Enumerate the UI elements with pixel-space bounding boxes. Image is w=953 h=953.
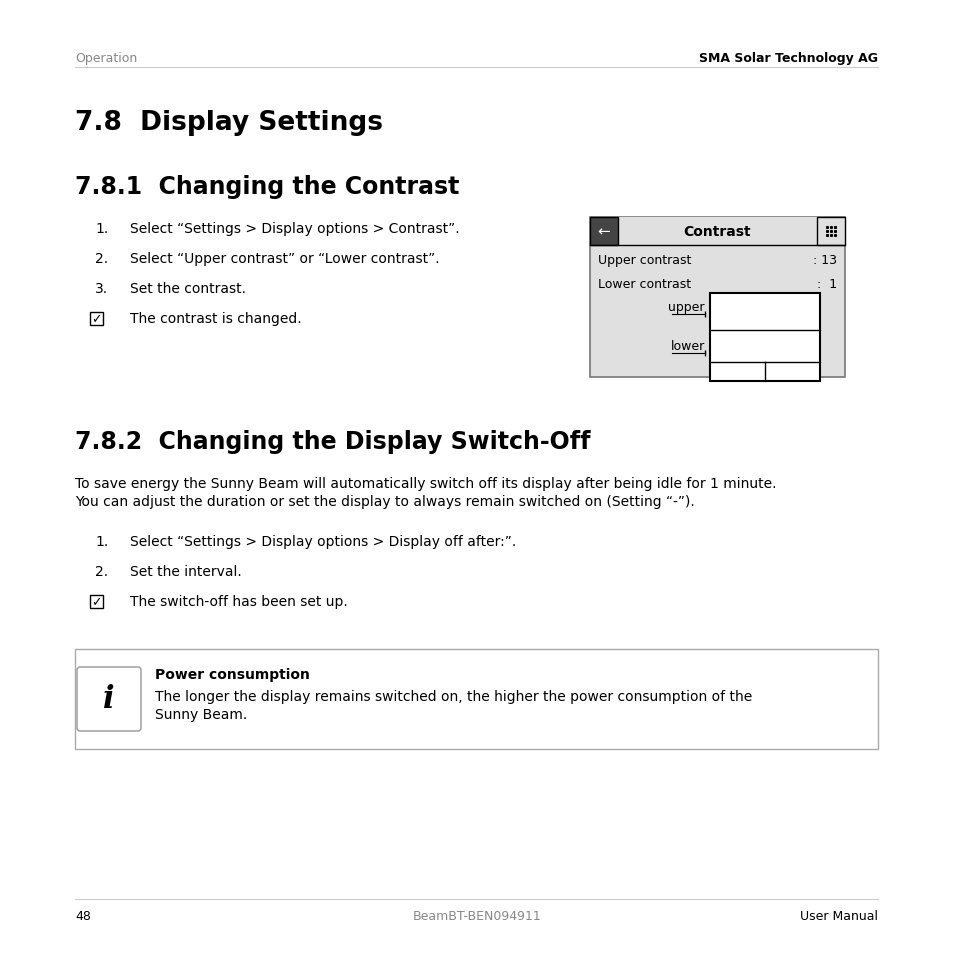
Text: 1.: 1. — [95, 535, 108, 548]
Bar — [589, 218, 844, 246]
Text: :  1: : 1 — [816, 277, 836, 291]
Text: Power consumption: Power consumption — [154, 667, 310, 681]
Bar — [75, 649, 877, 749]
Bar — [709, 294, 820, 381]
FancyBboxPatch shape — [77, 667, 141, 731]
Text: ←: ← — [597, 224, 610, 239]
Text: The contrast is changed.: The contrast is changed. — [130, 312, 301, 326]
Text: Select “Upper contrast” or “Lower contrast”.: Select “Upper contrast” or “Lower contra… — [130, 252, 439, 266]
Bar — [816, 218, 844, 246]
Text: ✓: ✓ — [91, 313, 102, 326]
Text: Contrast: Contrast — [683, 225, 751, 239]
Text: SMA Solar Technology AG: SMA Solar Technology AG — [699, 52, 877, 65]
Text: 1.: 1. — [95, 222, 108, 235]
Bar — [589, 218, 844, 377]
Text: 48: 48 — [75, 909, 91, 923]
Bar — [90, 596, 103, 608]
Text: User Manual: User Manual — [800, 909, 877, 923]
Text: To save energy the Sunny Beam will automatically switch off its display after be: To save energy the Sunny Beam will autom… — [75, 476, 776, 491]
Text: The switch-off has been set up.: The switch-off has been set up. — [130, 595, 348, 608]
Text: 7.8  Display Settings: 7.8 Display Settings — [75, 110, 382, 136]
Text: ✓: ✓ — [91, 596, 102, 608]
Text: lower: lower — [670, 340, 704, 354]
Bar — [589, 218, 618, 246]
Text: Upper contrast: Upper contrast — [598, 253, 691, 267]
Text: Operation: Operation — [75, 52, 137, 65]
Text: i: i — [103, 684, 114, 715]
Text: 7.8.2  Changing the Display Switch-Off: 7.8.2 Changing the Display Switch-Off — [75, 430, 590, 454]
Text: 2.: 2. — [95, 252, 108, 266]
Text: : 13: : 13 — [812, 253, 836, 267]
Text: Select “Settings > Display options > Contrast”.: Select “Settings > Display options > Con… — [130, 222, 459, 235]
Text: Sunny Beam.: Sunny Beam. — [154, 707, 247, 721]
Text: You can adjust the duration or set the display to always remain switched on (Set: You can adjust the duration or set the d… — [75, 495, 694, 509]
Text: Set the contrast.: Set the contrast. — [130, 282, 246, 295]
Text: 7.8.1  Changing the Contrast: 7.8.1 Changing the Contrast — [75, 174, 459, 199]
Text: 3.: 3. — [95, 282, 108, 295]
Text: Lower contrast: Lower contrast — [598, 277, 690, 291]
Bar — [90, 313, 103, 326]
Text: The longer the display remains switched on, the higher the power consumption of : The longer the display remains switched … — [154, 689, 752, 703]
Text: Set the interval.: Set the interval. — [130, 564, 241, 578]
Text: BeamBT-BEN094911: BeamBT-BEN094911 — [413, 909, 540, 923]
Text: 2.: 2. — [95, 564, 108, 578]
Text: Select “Settings > Display options > Display off after:”.: Select “Settings > Display options > Dis… — [130, 535, 516, 548]
Text: upper: upper — [668, 301, 704, 314]
